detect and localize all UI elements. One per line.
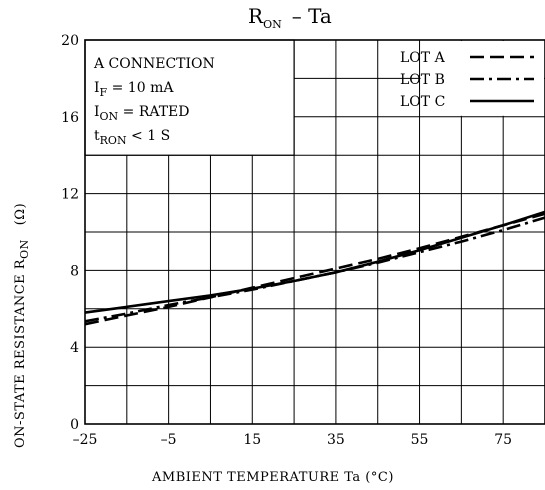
plot-frame [84, 39, 545, 425]
x-tick-label: 75 [494, 432, 512, 448]
condition-text: ION = RATED [94, 104, 190, 123]
x-tick-label: –5 [161, 432, 177, 448]
x-tick-label: 55 [411, 432, 429, 448]
x-tick-label: –25 [73, 432, 98, 448]
y-tick-label: 16 [61, 110, 79, 126]
chart-title: RON – Ta [248, 4, 332, 31]
series-line-lot-c [84, 210, 545, 314]
y-tick-label: 20 [61, 33, 79, 49]
legend: LOT A LOT B LOT C [400, 41, 544, 116]
legend-label: LOT B [400, 72, 445, 88]
y-tick-label: 4 [70, 340, 79, 356]
y-tick-label: 8 [70, 263, 79, 279]
series-lines [84, 210, 545, 326]
x-axis-label: AMBIENT TEMPERATURE Ta (°C) [151, 470, 394, 485]
condition-text: A CONNECTION [93, 56, 215, 72]
x-tick-labels: –25 –5 15 35 55 75 [73, 432, 513, 448]
condition-text: IF = 10 mA [94, 80, 174, 99]
x-tick-label: 35 [327, 432, 345, 448]
y-tick-label: 0 [70, 417, 79, 433]
legend-label: LOT C [400, 94, 445, 110]
x-tick-label: 15 [243, 432, 261, 448]
conditions-box: A CONNECTION IF = 10 mA ION = RATED tRON < … [84, 39, 295, 156]
y-tick-labels: 0 4 8 12 16 20 [61, 33, 79, 433]
legend-label: LOT A [400, 50, 446, 66]
y-tick-label: 12 [61, 187, 79, 203]
series-line-lot-a [84, 212, 545, 326]
condition-text: tRON < 1 S [94, 128, 170, 147]
y-axis-label: ON-STATE RESISTANCE RON(Ω) [13, 203, 31, 448]
